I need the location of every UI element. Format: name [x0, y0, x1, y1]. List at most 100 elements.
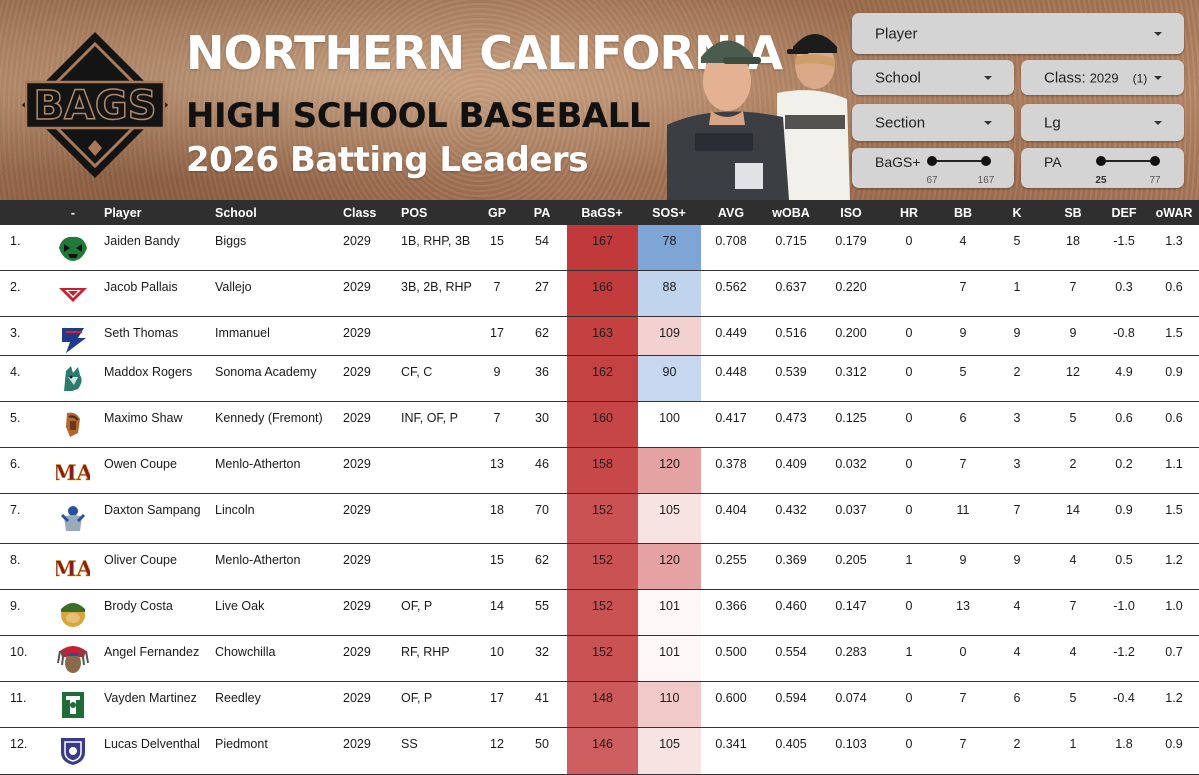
class-dropdown[interactable]: Class: 2029 (1) [1021, 60, 1184, 95]
cell-player[interactable]: Oliver Coupe [104, 553, 177, 567]
sos-plus-cell-value: 120 [659, 553, 680, 567]
cell-player[interactable]: Angel Fernandez [104, 645, 200, 659]
cell-pos: 3B, 2B, RHP [401, 280, 472, 294]
cell-pa: 30 [535, 411, 549, 425]
cell-owar: 1.2 [1165, 553, 1183, 567]
sos-plus-cell: 101 [638, 590, 701, 635]
cell-player[interactable]: Lucas Delventhal [104, 737, 200, 751]
cell-player[interactable]: Vayden Martinez [104, 691, 197, 705]
cell-player[interactable]: Maddox Rogers [104, 365, 193, 379]
column-header-class[interactable]: Class [343, 206, 377, 220]
table-row[interactable]: 160 100 5. Maximo Shaw Kennedy (Fremont) 2029… [0, 402, 1199, 448]
cell-avg: 0.255 [715, 553, 747, 567]
cell-gp: 10 [490, 645, 504, 659]
cell-player[interactable]: Jaiden Bandy [104, 234, 180, 248]
cell-player[interactable]: Jacob Pallais [104, 280, 178, 294]
table-row[interactable]: 163 109 3. Seth Thomas Immanuel 2029 17 62 0.449… [0, 317, 1199, 356]
cell-bb: 9 [959, 553, 967, 567]
table-row[interactable]: 152 101 9. Brody Costa Live Oak 2029 OF, P 14 55… [0, 590, 1199, 636]
column-header-avg[interactable]: AVG [717, 206, 745, 220]
cell-avg: 0.366 [715, 599, 747, 613]
pa-slider-track[interactable] [1100, 160, 1155, 162]
players-photo [667, 34, 850, 200]
column-header-bb[interactable]: BB [953, 206, 973, 220]
cell-player[interactable]: Owen Coupe [104, 457, 177, 471]
cell-bb: 13 [956, 599, 970, 613]
bags-plus-cell: 152 [567, 590, 638, 635]
table-row[interactable]: 162 90 4. Maddox Rogers Sonoma Academy 2029 CF… [0, 356, 1199, 402]
cell-player[interactable]: Maximo Shaw [104, 411, 183, 425]
title-region: NORTHERN CALIFORNIA [186, 26, 783, 80]
column-header-player[interactable]: Player [104, 206, 142, 220]
column-header-sos[interactable]: SOS+ [652, 206, 686, 220]
cell-class: 2029 [343, 234, 371, 248]
column-header-bags[interactable]: BaGS+ [581, 206, 623, 220]
cell-sb: 9 [1069, 326, 1077, 340]
cell-sb: 7 [1069, 599, 1077, 613]
cell-player[interactable]: Daxton Sampang [104, 503, 201, 517]
cell-class: 2029 [343, 411, 371, 425]
bags-slider-max-handle[interactable] [981, 156, 991, 166]
table-row[interactable]: 148 110 11. Vayden Martinez Reedley 2029 OF, P… [0, 682, 1199, 728]
column-header-sb[interactable]: SB [1064, 206, 1082, 220]
league-dropdown[interactable]: Lg [1021, 104, 1184, 141]
sos-plus-cell: 88 [638, 271, 701, 316]
column-header-pos[interactable]: POS [401, 206, 428, 220]
sos-plus-cell: 110 [638, 682, 701, 727]
bags-plus-cell: 148 [567, 682, 638, 727]
column-header-school[interactable]: School [215, 206, 257, 220]
section-dropdown[interactable]: Section [852, 104, 1014, 141]
cell-avg: 0.378 [715, 457, 747, 471]
column-header-gp[interactable]: GP [487, 206, 507, 220]
cell-rank: 11. [10, 691, 27, 705]
cell-owar: 0.9 [1165, 737, 1183, 751]
cell-rank: 7. [10, 503, 21, 517]
column-header-woba[interactable]: wOBA [772, 206, 810, 220]
chevron-down-icon [1154, 120, 1162, 125]
bags-plus-cell: 152 [567, 544, 638, 589]
table-row[interactable]: 167 78 1. Jaiden Bandy Biggs 2029 1B, RHP, 3B 1… [0, 225, 1199, 271]
cell-def: 0.5 [1115, 553, 1133, 567]
bags-slider-min-handle[interactable] [927, 156, 937, 166]
vallejo-logo-icon [59, 288, 87, 302]
cell-gp: 12 [490, 737, 504, 751]
cell-gp: 15 [490, 553, 504, 567]
cell-def: 0.9 [1115, 503, 1133, 517]
column-header-iso[interactable]: ISO [840, 206, 862, 220]
cell-def: -0.8 [1113, 326, 1135, 340]
cell-k: 9 [1013, 326, 1021, 340]
cell-pa: 41 [535, 691, 549, 705]
cell-school: Vallejo [215, 280, 252, 294]
table-row[interactable]: 146 105 12. Lucas Delventhal Piedmont 2029 SS 1… [0, 728, 1199, 775]
table-row[interactable]: 152 120 8. MA Oliver Coupe Menlo-Atherton 2029… [0, 544, 1199, 590]
table-row[interactable]: 158 120 6. MA Owen Coupe Menlo-Atherton 2029 13… [0, 448, 1199, 494]
school-dropdown[interactable]: School [852, 60, 1014, 95]
cell-k: 4 [1013, 645, 1021, 659]
player-dropdown[interactable]: Player [852, 13, 1184, 54]
cell-player[interactable]: Brody Costa [104, 599, 173, 613]
table-row[interactable]: 152 101 10. Angel Fernandez Chowchilla 2029 RF… [0, 636, 1199, 682]
bags-slider-max-value: 167 [977, 175, 995, 186]
column-header-hr[interactable]: HR [899, 206, 919, 220]
pa-slider-min-handle[interactable] [1095, 156, 1106, 166]
cell-pos: RF, RHP [401, 645, 450, 659]
cell-bb: 7 [959, 737, 967, 751]
cell-woba: 0.473 [775, 411, 807, 425]
table-row[interactable]: 152 105 7. Daxton Sampang Lincoln 2029 18 70 0.4… [0, 494, 1199, 544]
column-header-pa[interactable]: PA [533, 206, 551, 220]
cell-pa: 55 [535, 599, 549, 613]
cell-owar: 1.2 [1165, 691, 1183, 705]
bags-slider-track[interactable] [932, 160, 986, 162]
sos-plus-cell-value: 88 [662, 280, 677, 294]
cell-player[interactable]: Seth Thomas [104, 326, 179, 340]
column-header-owar[interactable]: oWAR [1155, 206, 1193, 220]
bags-plus-cell: 166 [567, 271, 638, 316]
pa-slider-max-handle[interactable] [1150, 156, 1160, 166]
column-header-def[interactable]: DEF [1111, 206, 1137, 220]
column-header-k[interactable]: K [1012, 206, 1022, 220]
table-row[interactable]: 166 88 2. Jacob Pallais Vallejo 2029 3B, 2B, R… [0, 271, 1199, 317]
column-header-logo[interactable]: - [70, 206, 76, 220]
bags-plus-cell-value: 152 [592, 503, 613, 517]
section-dropdown-label: Section [875, 114, 926, 131]
sos-plus-cell: 120 [638, 544, 701, 589]
